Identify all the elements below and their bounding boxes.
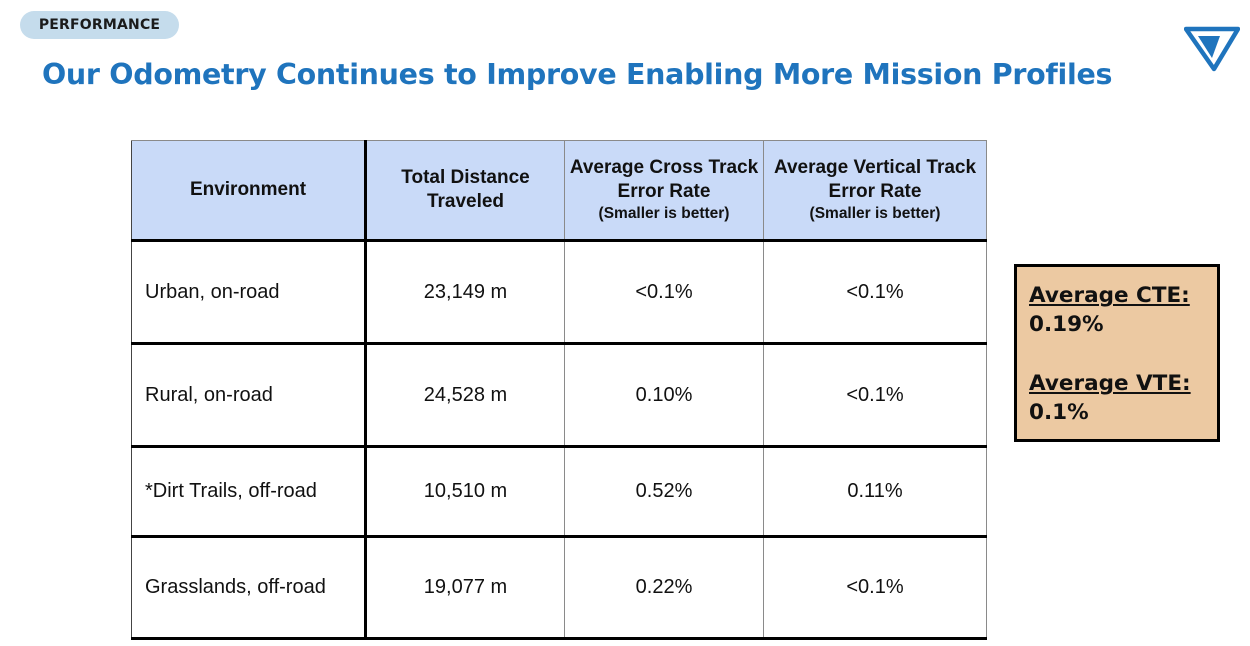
header-label: Average Vertical Track Error Rate <box>773 157 977 202</box>
cell-vte: 0.11% <box>763 446 987 538</box>
summary-box: Average CTE: 0.19% Average VTE: 0.1% <box>1014 264 1220 442</box>
header-total-distance: Total Distance Traveled <box>365 140 565 242</box>
cell-distance: 10,510 m <box>365 446 565 538</box>
header-label: Environment <box>189 179 307 200</box>
table-row: Grasslands, off-road 19,077 m 0.22% <0.1… <box>131 536 987 640</box>
average-cte-value: 0.19% <box>1029 312 1104 337</box>
section-badge: PERFORMANCE <box>20 11 179 39</box>
cell-environment: *Dirt Trails, off-road <box>131 446 367 538</box>
cell-cte: <0.1% <box>564 240 764 345</box>
cell-vte: <0.1% <box>763 536 987 640</box>
average-vte-label: Average VTE: <box>1029 371 1191 396</box>
cell-cte: 0.22% <box>564 536 764 640</box>
table-row: Rural, on-road 24,528 m 0.10% <0.1% <box>131 343 987 448</box>
header-vertical-track-error: Average Vertical Track Error Rate (Small… <box>763 140 987 242</box>
cell-vte: <0.1% <box>763 343 987 448</box>
cell-cte: 0.52% <box>564 446 764 538</box>
cell-environment: Grasslands, off-road <box>131 536 367 640</box>
header-label: Average Cross Track Error Rate <box>569 157 759 202</box>
table-header-row: Environment Total Distance Traveled Aver… <box>131 140 987 242</box>
page-title: Our Odometry Continues to Improve Enabli… <box>42 58 1113 91</box>
cell-environment: Urban, on-road <box>131 240 367 345</box>
average-vte-value: 0.1% <box>1029 400 1089 425</box>
table-row: *Dirt Trails, off-road 10,510 m 0.52% 0.… <box>131 446 987 538</box>
table-row: Urban, on-road 23,149 m <0.1% <0.1% <box>131 240 987 345</box>
average-cte-label: Average CTE: <box>1029 283 1190 308</box>
header-environment: Environment <box>131 140 367 242</box>
header-label: Total Distance Traveled <box>401 167 530 212</box>
cell-cte: 0.10% <box>564 343 764 448</box>
cell-vte: <0.1% <box>763 240 987 345</box>
cell-distance: 24,528 m <box>365 343 565 448</box>
header-sublabel: (Smaller is better) <box>598 205 730 222</box>
cell-environment: Rural, on-road <box>131 343 367 448</box>
cell-distance: 23,149 m <box>365 240 565 345</box>
cell-distance: 19,077 m <box>365 536 565 640</box>
odometry-table: Environment Total Distance Traveled Aver… <box>131 140 987 640</box>
header-sublabel: (Smaller is better) <box>809 205 941 222</box>
brand-logo-icon <box>1184 26 1240 72</box>
header-cross-track-error: Average Cross Track Error Rate (Smaller … <box>564 140 764 242</box>
